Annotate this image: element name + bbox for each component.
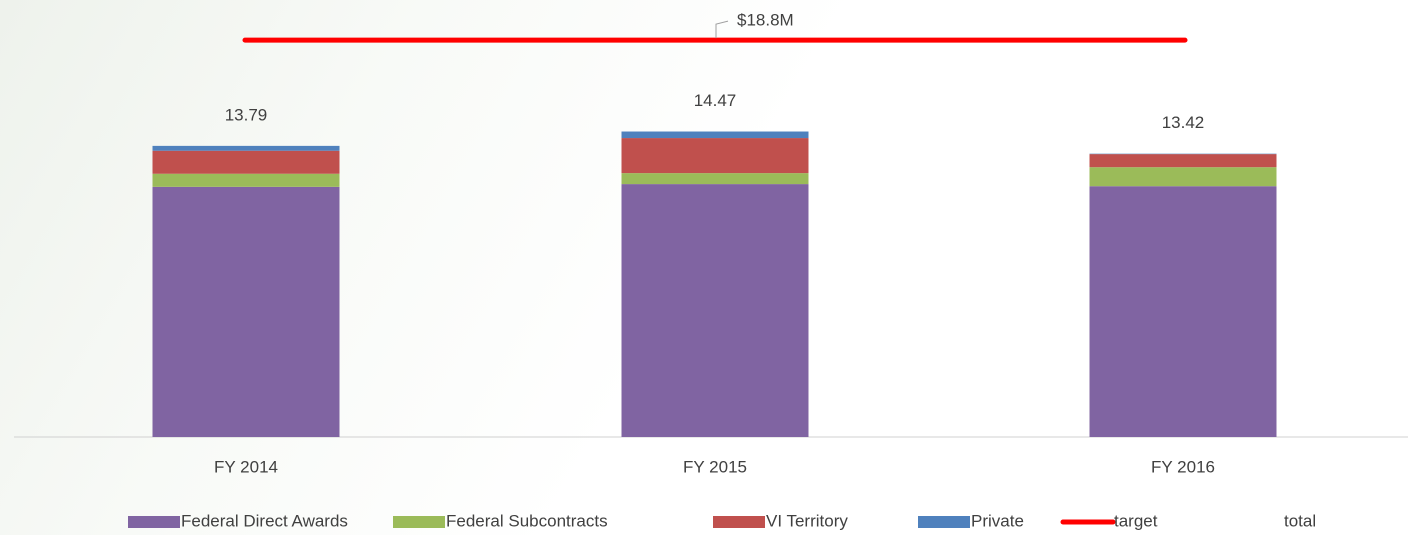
x-tick-label: FY 2015 bbox=[683, 457, 747, 476]
target-label: $18.8M bbox=[737, 11, 794, 30]
legend-swatch bbox=[128, 516, 180, 528]
legend-label: Federal Subcontracts bbox=[446, 511, 608, 530]
bar-segment bbox=[1089, 154, 1277, 168]
bar-segment bbox=[621, 131, 809, 139]
legend-swatch bbox=[713, 516, 765, 528]
legend-label: target bbox=[1114, 511, 1158, 530]
x-tick-label: FY 2016 bbox=[1151, 457, 1215, 476]
bar-segment bbox=[152, 186, 340, 437]
bar-segment bbox=[621, 173, 809, 185]
total-label: 13.79 bbox=[225, 105, 268, 124]
bar-segment bbox=[621, 184, 809, 437]
bar-segment bbox=[1089, 167, 1277, 187]
legend-label: VI Territory bbox=[766, 511, 848, 530]
bar-segment bbox=[1089, 186, 1277, 437]
legend-label: Private bbox=[971, 511, 1024, 530]
bar-segment bbox=[152, 173, 340, 187]
legend-swatch bbox=[918, 516, 970, 528]
bar-segment bbox=[152, 145, 340, 151]
bar-segment bbox=[621, 138, 809, 174]
bar-segment bbox=[152, 150, 340, 174]
legend-label: Federal Direct Awards bbox=[181, 511, 348, 530]
legend-label: total bbox=[1284, 511, 1316, 530]
legend: Federal Direct Awards Federal Subcontract… bbox=[128, 511, 1316, 530]
total-label: 13.42 bbox=[1162, 113, 1205, 132]
x-tick-label: FY 2014 bbox=[214, 457, 278, 476]
legend-swatch bbox=[393, 516, 445, 528]
total-label: 14.47 bbox=[694, 91, 737, 110]
leader-line bbox=[715, 20, 729, 39]
